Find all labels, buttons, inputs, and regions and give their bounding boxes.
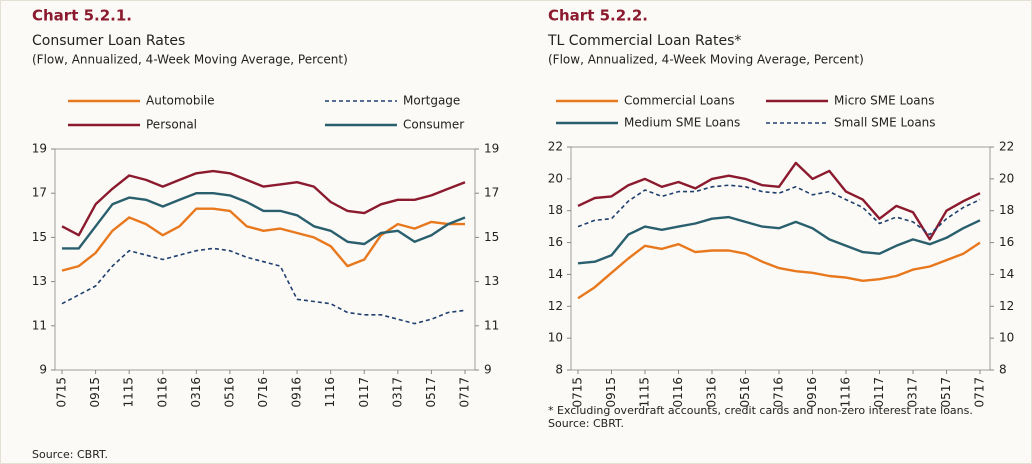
chart-subtitle: Consumer Loan Rates xyxy=(32,33,185,49)
plot-area xyxy=(54,148,476,371)
x-tick-label: 1115 xyxy=(122,377,136,408)
y-tick-label: 13 xyxy=(32,274,47,288)
y2-tick-label: 12 xyxy=(999,299,1014,313)
chart-units: (Flow, Annualized, 4-Week Moving Average… xyxy=(548,53,864,67)
chart-units: (Flow, Annualized, 4-Week Moving Average… xyxy=(32,53,348,67)
series-line xyxy=(577,184,981,236)
legend-label: Mortgage xyxy=(403,94,460,108)
legend-label: Consumer xyxy=(403,118,464,132)
y-tick-label: 19 xyxy=(32,142,47,156)
footnote-source: Source: CBRT. xyxy=(548,417,624,430)
x-tick-label: 0517 xyxy=(424,377,438,408)
x-tick-label: 0117 xyxy=(357,377,371,408)
legend-label: Micro SME Loans xyxy=(834,94,935,108)
y-tick-label: 15 xyxy=(32,230,47,244)
legend-label: Medium SME Loans xyxy=(624,116,740,130)
x-tick-label: 0915 xyxy=(88,377,102,408)
legend-label: Personal xyxy=(146,118,197,132)
chart-title: Chart 5.2.1. xyxy=(32,7,132,25)
legend-label: Automobile xyxy=(146,94,215,108)
x-tick-label: 0717 xyxy=(458,377,472,408)
x-tick-label: 0516 xyxy=(738,377,752,408)
x-tick-label: 0716 xyxy=(772,377,786,408)
x-tick-label: 0317 xyxy=(390,377,404,408)
legend-label: Commercial Loans xyxy=(624,94,735,108)
y2-tick-label: 14 xyxy=(999,267,1014,281)
y-tick-label: 10 xyxy=(548,331,563,345)
y2-tick-label: 19 xyxy=(484,142,499,156)
footnotes: Source: CBRT. xyxy=(32,448,108,461)
footnote-note: * Excluding overdraft accounts, credit c… xyxy=(548,404,973,417)
x-tick-label: 0715 xyxy=(571,377,585,408)
series-line xyxy=(577,215,981,265)
y-tick-label: 22 xyxy=(548,140,563,154)
x-tick-label: 0915 xyxy=(604,377,618,408)
x-tick-label: 0517 xyxy=(939,377,953,408)
x-tick-label: 0717 xyxy=(973,377,987,408)
y2-tick-label: 13 xyxy=(484,274,499,288)
chart-title: Chart 5.2.2. xyxy=(548,7,648,25)
footnote-source: Source: CBRT. xyxy=(32,448,108,461)
x-tick-label: 1116 xyxy=(323,377,337,408)
series-line xyxy=(61,207,465,272)
y-tick-label: 18 xyxy=(548,203,563,217)
y2-tick-label: 16 xyxy=(999,235,1014,249)
x-tick-label: 0715 xyxy=(55,377,69,408)
x-tick-label: 0516 xyxy=(222,377,236,408)
x-tick-label: 0316 xyxy=(705,377,719,408)
y2-tick-label: 10 xyxy=(999,331,1014,345)
plot-area xyxy=(570,146,991,371)
y2-tick-label: 20 xyxy=(999,171,1014,185)
series-line xyxy=(62,192,466,250)
chart-subtitle: TL Commercial Loan Rates* xyxy=(547,33,741,49)
legend-label: Small SME Loans xyxy=(834,116,936,130)
x-tick-label: 1116 xyxy=(839,377,853,408)
series-line xyxy=(577,241,981,300)
y-tick-label: 17 xyxy=(32,186,47,200)
x-tick-label: 0316 xyxy=(189,377,203,408)
y-tick-label: 20 xyxy=(548,171,563,185)
x-tick-label: 0116 xyxy=(155,377,169,408)
footnotes: * Excluding overdraft accounts, credit c… xyxy=(548,404,973,430)
series-line xyxy=(61,169,466,237)
y2-tick-label: 17 xyxy=(484,186,499,200)
x-tick-label: 0916 xyxy=(290,377,304,408)
x-tick-label: 1115 xyxy=(638,377,652,408)
x-tick-label: 0116 xyxy=(671,377,685,408)
y2-tick-label: 22 xyxy=(999,140,1014,154)
y2-tick-label: 9 xyxy=(484,363,492,377)
x-tick-label: 0317 xyxy=(906,377,920,408)
y-tick-label: 12 xyxy=(548,299,563,313)
y2-tick-label: 15 xyxy=(484,230,499,244)
y-tick-label: 11 xyxy=(32,318,47,332)
y-tick-label: 9 xyxy=(39,363,47,377)
series-line xyxy=(577,161,981,241)
x-tick-label: 0716 xyxy=(256,377,270,408)
y-tick-label: 14 xyxy=(548,267,563,281)
y2-tick-label: 11 xyxy=(484,318,499,332)
y-tick-label: 16 xyxy=(548,235,563,249)
y2-tick-label: 8 xyxy=(999,363,1007,377)
x-tick-label: 0117 xyxy=(872,377,886,408)
y2-tick-label: 18 xyxy=(999,203,1014,217)
y-tick-label: 8 xyxy=(555,363,563,377)
x-tick-label: 0916 xyxy=(805,377,819,408)
series-line xyxy=(61,247,466,325)
